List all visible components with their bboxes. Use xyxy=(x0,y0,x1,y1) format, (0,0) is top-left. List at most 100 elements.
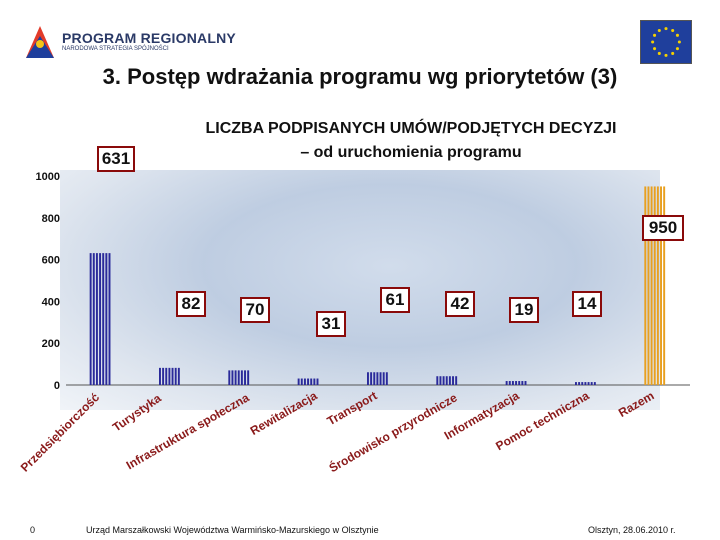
bar-stripe xyxy=(244,370,246,385)
bar-stripe xyxy=(436,376,439,385)
bar-stripe xyxy=(644,186,647,385)
bar-stripe xyxy=(442,376,445,385)
bar xyxy=(436,376,458,385)
bar-stripe xyxy=(316,378,319,385)
program-subtitle: NARODOWA STRATEGIA SPÓJNOŚCI xyxy=(62,46,169,52)
bar xyxy=(89,253,111,385)
bar-stripe xyxy=(578,382,581,385)
bar-stripe xyxy=(650,186,653,385)
bar-stripe xyxy=(511,381,514,385)
bar-stripe xyxy=(575,382,577,385)
bar-stripe xyxy=(177,367,180,385)
bar-stripe xyxy=(448,376,451,385)
bar-stripe xyxy=(307,378,310,385)
data-label: 82 xyxy=(176,291,206,317)
y-tick-label: 0 xyxy=(54,380,60,392)
bar-stripe xyxy=(99,253,102,385)
bar-stripe xyxy=(508,381,511,385)
bar-stripe xyxy=(385,372,388,385)
category-label: Transport xyxy=(325,388,380,428)
data-label: 19 xyxy=(509,297,539,323)
bar-stripe xyxy=(376,372,379,385)
bar-stripe xyxy=(303,378,306,385)
bar-stripe xyxy=(590,382,593,385)
bar-stripe xyxy=(168,367,171,385)
bar-stripe xyxy=(234,370,237,385)
bar-stripe xyxy=(228,370,231,385)
page-number: 0 xyxy=(30,525,36,535)
y-tick-label: 600 xyxy=(42,255,60,267)
bar-stripe xyxy=(162,367,165,385)
category-label: Razem xyxy=(616,388,657,419)
bar-stripe xyxy=(584,382,587,385)
bar-stripe xyxy=(455,376,458,385)
bar-stripe xyxy=(505,381,508,385)
y-tick-label: 200 xyxy=(42,338,60,350)
data-label: 70 xyxy=(240,297,270,323)
category-label: Turystyka xyxy=(110,391,164,435)
category-label: Przedsiębiorczość xyxy=(18,390,103,475)
bar-stripe xyxy=(367,372,369,385)
bar-stripe xyxy=(587,382,590,385)
data-label: 14 xyxy=(572,291,602,317)
bar-stripe xyxy=(92,253,95,385)
bar-stripe xyxy=(108,253,111,385)
bar-stripe xyxy=(159,367,161,385)
bar-stripe xyxy=(515,381,518,385)
bar xyxy=(644,186,666,385)
bar-stripe xyxy=(165,367,168,385)
bar-stripe xyxy=(237,370,240,385)
bar-stripe xyxy=(297,378,300,385)
bar-stripe xyxy=(521,381,524,385)
bar xyxy=(159,367,180,385)
bar-stripe xyxy=(171,367,174,385)
bar-stripe xyxy=(656,186,659,385)
y-tick-label: 1000 xyxy=(36,171,60,183)
bar-stripe xyxy=(370,372,373,385)
data-label: 950 xyxy=(642,215,684,241)
bar-stripe xyxy=(102,253,105,385)
bar-stripe xyxy=(663,186,666,385)
bar-stripe xyxy=(647,186,650,385)
bar-stripe xyxy=(231,370,234,385)
program-logo-icon xyxy=(22,22,58,62)
bar-stripe xyxy=(452,376,454,385)
category-label: Rewitalizacja xyxy=(248,388,320,438)
slide-title: 3. Postęp wdrażania programu wg prioryte… xyxy=(102,64,618,89)
bar xyxy=(575,382,596,385)
bar-stripe xyxy=(373,372,376,385)
bar-stripe xyxy=(439,376,442,385)
bar-stripe xyxy=(653,186,656,385)
bar-stripe xyxy=(89,253,92,385)
bar-stripe xyxy=(593,382,596,385)
bar-stripe xyxy=(310,378,313,385)
data-label: 631 xyxy=(97,146,135,172)
bar-stripe xyxy=(379,372,382,385)
program-name: PROGRAM REGIONALNY xyxy=(62,30,236,46)
y-tick-label: 400 xyxy=(42,296,60,308)
bar-stripe xyxy=(174,367,177,385)
footer-date: Olsztyn, 28.06.2010 r. xyxy=(588,525,676,535)
bar-stripe xyxy=(660,186,662,385)
category-label: Środowisko przyrodnicze xyxy=(326,389,460,475)
eu-flag-icon xyxy=(640,20,692,64)
bar xyxy=(367,372,388,385)
bar-stripe xyxy=(105,253,108,385)
chart-subtitle: – od uruchomienia programu xyxy=(300,144,522,161)
bar-stripe xyxy=(247,370,250,385)
chart-title: LICZBA PODPISANYCH UMÓW/PODJĘTYCH DECYZJ… xyxy=(205,120,617,137)
data-label: 31 xyxy=(316,311,346,337)
bar-stripe xyxy=(445,376,448,385)
bar xyxy=(228,370,250,385)
bar-stripe xyxy=(313,378,316,385)
y-tick-label: 800 xyxy=(42,213,60,225)
bar-stripe xyxy=(524,381,527,385)
bar xyxy=(297,378,319,385)
bar-stripe xyxy=(95,253,98,385)
bar-stripe xyxy=(518,381,521,385)
bar-stripe xyxy=(382,372,385,385)
bar-stripe xyxy=(240,370,243,385)
data-label: 42 xyxy=(445,291,475,317)
